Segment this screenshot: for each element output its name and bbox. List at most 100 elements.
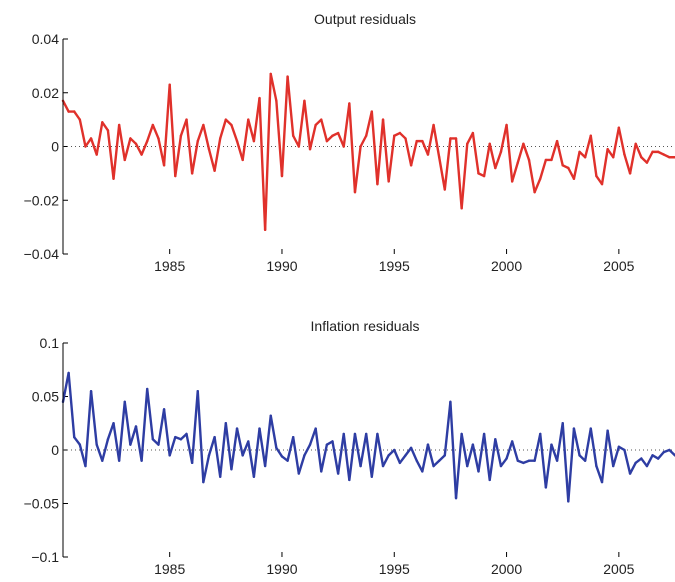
output-residual-segment — [634, 142, 643, 159]
output-residual-segment — [123, 137, 132, 162]
inflation-residual-segment — [123, 400, 132, 446]
inflation-residual-segment — [185, 432, 194, 465]
output-residual-segment — [61, 99, 70, 113]
inflation-residual-segment — [140, 387, 149, 462]
output-residual-segment — [73, 110, 82, 121]
inflation-residual-segment — [398, 454, 407, 465]
inflation-residual-segment — [353, 432, 362, 468]
output-residual-segment — [421, 139, 430, 156]
inflation-residual-segment — [67, 371, 76, 439]
output-residual-segment — [505, 123, 514, 183]
output-residual-segment — [488, 142, 497, 170]
inflation-residual-segment — [505, 440, 514, 460]
output-residual-segment — [454, 137, 463, 210]
output-residual-segment — [364, 110, 374, 137]
output-residual-segment — [572, 150, 581, 180]
output-residual-segment — [482, 142, 491, 178]
inflation-residual-segment — [623, 448, 632, 475]
inflation-residual-segment — [656, 450, 665, 460]
output-residual-segment — [567, 166, 576, 180]
inflation-residual-segment — [95, 443, 104, 462]
output-residual-segment — [89, 137, 98, 156]
inflation-residual-segment — [269, 414, 278, 450]
inflation-residual-segment — [224, 422, 233, 471]
output-residual-segment — [376, 118, 385, 186]
output-residual-segment — [494, 150, 503, 170]
inflation-residual-segment — [101, 438, 110, 462]
inflation-residual-segment — [162, 408, 171, 457]
output-residual-segment — [106, 129, 115, 180]
output-x-tick-label: 1995 — [379, 258, 410, 274]
inflation-residual-segment — [449, 400, 458, 500]
output-x-tick-label: 1985 — [154, 258, 185, 274]
output-y-tick-label: 0.04 — [32, 31, 59, 47]
inflation-residuals-line — [61, 371, 675, 503]
inflation-residual-segment — [252, 427, 261, 478]
output-residual-segment — [230, 123, 239, 143]
inflation-residual-segment — [308, 427, 317, 446]
inflation-residual-segment — [488, 438, 497, 482]
output-residual-segment — [95, 121, 104, 156]
inflation-y-tick-label: 0.05 — [32, 389, 59, 405]
inflation-residual-segment — [359, 432, 368, 468]
output-residual-segment — [645, 150, 654, 164]
output-residual-segment — [151, 123, 160, 140]
output-residual-segment — [516, 142, 525, 164]
inflation-residual-segment — [364, 432, 374, 478]
inflation-residual-segment — [336, 432, 345, 475]
output-residual-segment — [196, 123, 205, 143]
output-residual-segment — [134, 142, 143, 156]
inflation-x-tick-label: 1985 — [154, 561, 185, 577]
output-y-tick-label: −0.04 — [24, 246, 60, 262]
output-y-ticks: 0.04 0.02 0 −0.02 −0.04 — [24, 31, 68, 262]
inflation-residual-segment — [342, 432, 351, 482]
output-residual-segment — [297, 99, 306, 148]
output-y-tick-label: −0.02 — [24, 192, 60, 208]
output-residual-segment — [112, 123, 121, 180]
output-residual-segment — [617, 126, 626, 156]
output-residual-segment — [460, 142, 469, 210]
inflation-x-tick-label: 2005 — [603, 561, 634, 577]
inflation-residual-segment — [190, 389, 199, 465]
inflation-residual-segment — [297, 454, 306, 475]
inflation-residual-segment — [466, 443, 475, 468]
output-residual-segment — [404, 137, 413, 167]
output-residual-segment — [117, 123, 126, 162]
output-residual-segment — [583, 134, 592, 159]
inflation-residual-segment — [331, 440, 340, 475]
inflation-residual-segment — [134, 425, 143, 462]
inflation-x-tick-label: 1995 — [379, 561, 410, 577]
inflation-residual-segment — [247, 440, 256, 478]
output-residuals-line — [61, 72, 675, 232]
inflation-residual-segment — [387, 448, 396, 457]
inflation-residual-segment — [393, 448, 402, 465]
inflation-residual-segment — [117, 400, 126, 462]
inflation-residual-segment — [112, 422, 121, 462]
inflation-residual-segment — [73, 435, 82, 446]
output-residual-segment — [202, 123, 211, 151]
inflation-residual-segment — [84, 389, 93, 468]
output-residual-segment — [325, 134, 334, 143]
output-residual-segment — [348, 102, 357, 194]
inflation-residual-segment — [381, 454, 390, 468]
inflation-residual-segment — [426, 443, 435, 468]
inflation-residual-segment — [320, 443, 329, 473]
inflation-residual-segment — [567, 427, 576, 503]
output-residual-segment — [129, 137, 138, 146]
output-residual-segment — [510, 161, 519, 183]
inflation-residual-segment — [589, 427, 598, 468]
output-residual-segment — [185, 118, 194, 175]
inflation-residual-segment — [241, 440, 250, 457]
output-x-tick-label: 2000 — [491, 258, 522, 274]
inflation-residual-segment — [275, 446, 284, 458]
output-residual-segment — [409, 139, 418, 167]
output-residual-segment — [589, 134, 598, 178]
output-residual-segment — [286, 75, 295, 137]
output-residual-segment — [174, 134, 183, 178]
inflation-residual-segment — [348, 432, 357, 482]
inflation-residual-segment — [572, 427, 581, 457]
output-residual-segment — [612, 126, 621, 159]
inflation-y-tick-label: 0 — [51, 442, 59, 458]
output-residual-segment — [432, 123, 441, 159]
inflation-y-tick-label: 0.1 — [40, 335, 60, 351]
